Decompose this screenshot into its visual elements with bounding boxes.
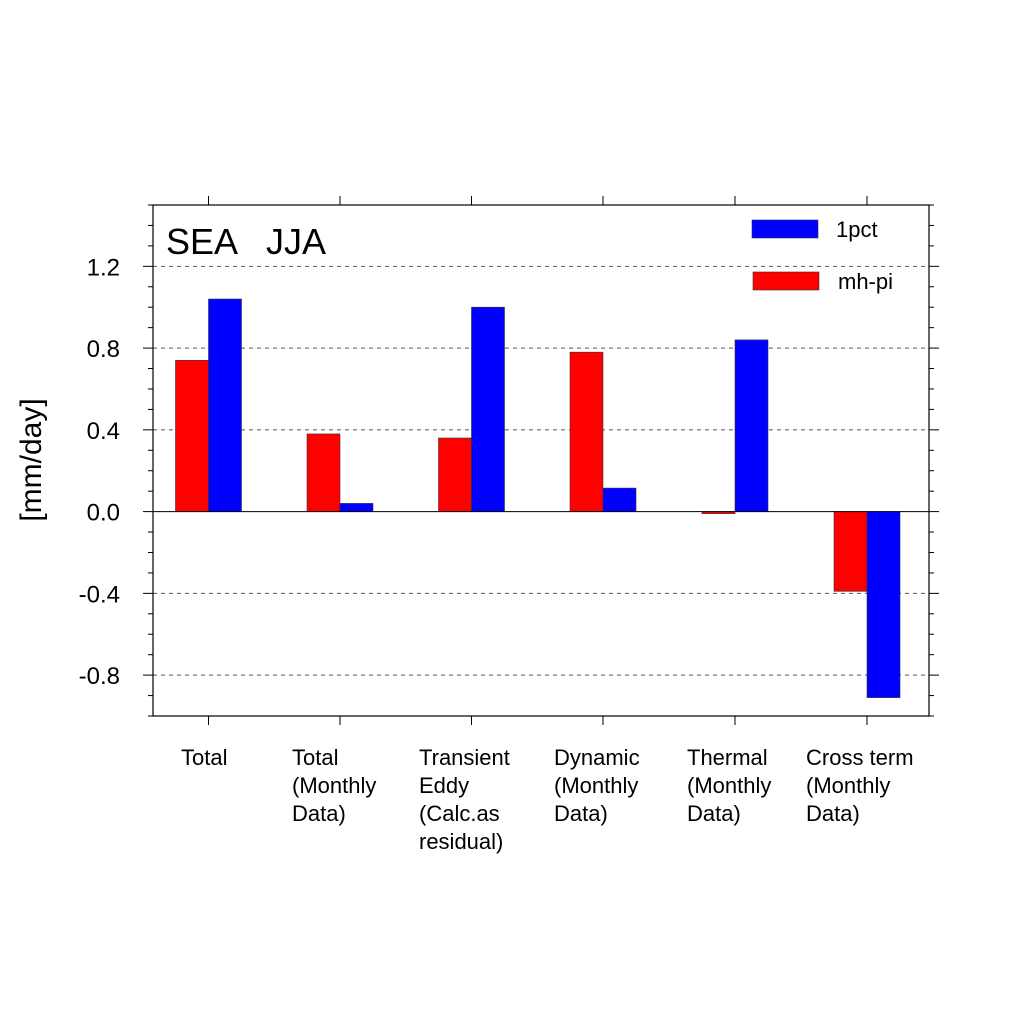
bar-1pct xyxy=(602,487,637,512)
y-tick-labels: -0.8 -0.4 0.0 0.4 0.8 1.2 xyxy=(79,254,120,690)
y-tick-label: -0.8 xyxy=(79,663,120,690)
bar-mhpi xyxy=(438,437,472,512)
bars xyxy=(175,298,901,698)
x-category-label: Cross term (Monthly Data) xyxy=(806,745,914,826)
legend-swatch xyxy=(752,271,820,291)
bar-mhpi xyxy=(833,511,868,592)
plot-frame xyxy=(152,204,930,717)
bar-1pct xyxy=(734,339,769,512)
x-category-label: Transient Eddy (Calc.as residual) xyxy=(419,745,510,854)
legend-label: 1pct xyxy=(836,217,878,242)
y-tick-label: 0.8 xyxy=(87,336,120,363)
x-category-label: Dynamic (Monthly Data) xyxy=(554,745,640,826)
legend: 1pct mh-pi xyxy=(751,217,893,294)
bar-mhpi xyxy=(175,360,209,512)
y-tick-label: 0.0 xyxy=(87,500,120,527)
chart-title: SEA JJA xyxy=(166,221,326,262)
legend-swatch xyxy=(751,219,819,239)
axes xyxy=(143,196,939,725)
x-category-labels: Total Total (Monthly Data) Transient Eddy (Cal… xyxy=(181,745,914,854)
x-category-label: Total (Monthly Data) xyxy=(292,745,376,826)
x-category-label: Total xyxy=(181,745,227,770)
y-tick-label: -0.4 xyxy=(79,581,120,608)
bar-mhpi xyxy=(306,433,341,512)
legend-label: mh-pi xyxy=(838,269,893,294)
bar-1pct xyxy=(471,306,505,512)
bar-mhpi xyxy=(569,351,604,512)
bar-1pct xyxy=(208,298,242,512)
bar-1pct xyxy=(866,511,901,698)
y-axis-label: [mm/day] xyxy=(15,398,48,521)
gridlines xyxy=(153,265,929,676)
bar-1pct xyxy=(339,503,374,512)
x-category-label: Thermal (Monthly Data) xyxy=(687,745,771,826)
y-tick-label: 1.2 xyxy=(87,254,120,281)
y-tick-label: 0.4 xyxy=(87,418,120,445)
